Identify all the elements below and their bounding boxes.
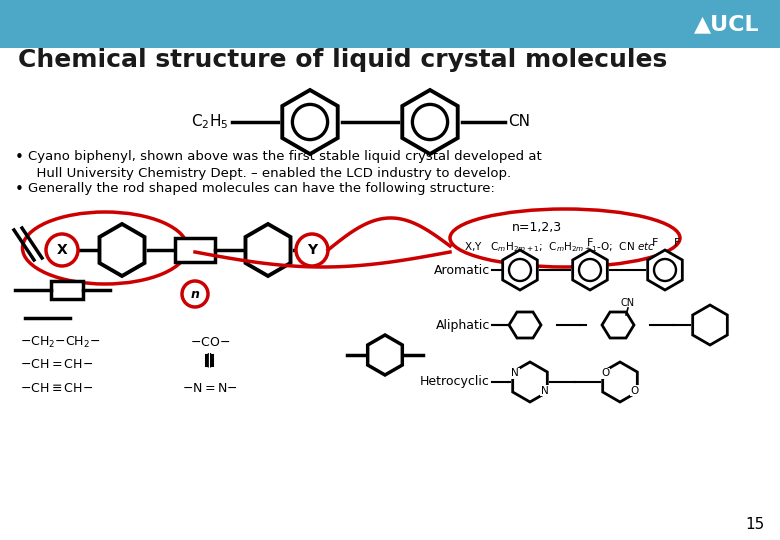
Text: $\|$: $\|$ — [205, 351, 213, 369]
Text: N: N — [512, 368, 519, 379]
Polygon shape — [502, 250, 537, 290]
Text: X: X — [57, 243, 67, 257]
Text: ▲UCL: ▲UCL — [694, 14, 760, 34]
Text: CN: CN — [508, 114, 530, 130]
Polygon shape — [512, 362, 548, 402]
Text: 15: 15 — [746, 517, 765, 532]
Polygon shape — [282, 90, 338, 154]
Polygon shape — [100, 224, 144, 276]
Text: •: • — [15, 182, 24, 197]
Polygon shape — [402, 90, 458, 154]
Text: O: O — [630, 386, 639, 395]
Text: O: O — [601, 368, 609, 379]
Bar — [51, 281, 83, 299]
Text: •: • — [15, 150, 24, 165]
Text: n: n — [190, 287, 200, 300]
Text: $-$CH$_2$$-$CH$_2$$-$: $-$CH$_2$$-$CH$_2$$-$ — [20, 334, 101, 349]
Polygon shape — [693, 305, 727, 345]
Polygon shape — [246, 224, 290, 276]
Text: Chemical structure of liquid crystal molecules: Chemical structure of liquid crystal mol… — [18, 48, 667, 72]
Text: N: N — [541, 386, 548, 395]
Text: Aliphatic: Aliphatic — [435, 319, 490, 332]
Text: Hetrocyclic: Hetrocyclic — [420, 375, 490, 388]
Text: F: F — [652, 238, 658, 248]
Text: $-$N$=$N$-$: $-$N$=$N$-$ — [183, 381, 238, 395]
Text: $-$CO$-$: $-$CO$-$ — [190, 335, 230, 348]
Polygon shape — [573, 250, 608, 290]
Circle shape — [296, 234, 328, 266]
Text: $-$CH$=$CH$-$: $-$CH$=$CH$-$ — [20, 359, 93, 372]
Polygon shape — [509, 312, 541, 338]
Text: Cyano biphenyl, shown above was the first stable liquid crystal developed at
  H: Cyano biphenyl, shown above was the firs… — [28, 150, 542, 180]
Circle shape — [182, 281, 208, 307]
Text: $-$CH$\equiv$CH$-$: $-$CH$\equiv$CH$-$ — [20, 381, 93, 395]
Circle shape — [46, 234, 78, 266]
Bar — [175, 238, 215, 262]
Polygon shape — [0, 0, 780, 48]
Text: F: F — [587, 238, 593, 248]
Polygon shape — [603, 362, 637, 402]
Ellipse shape — [450, 209, 680, 267]
Text: C$_2$H$_5$: C$_2$H$_5$ — [190, 113, 228, 131]
Polygon shape — [647, 250, 682, 290]
Polygon shape — [367, 335, 402, 375]
Text: CN: CN — [621, 298, 635, 308]
Text: Aromatic: Aromatic — [434, 264, 490, 276]
Text: n=1,2,3: n=1,2,3 — [512, 221, 562, 234]
Text: X,Y   C$_m$H$_{2m+1}$;  C$_m$H$_{2m+1}$-O;  CN $\it{etc}$: X,Y C$_m$H$_{2m+1}$; C$_m$H$_{2m+1}$-O; … — [464, 240, 656, 254]
Text: Y: Y — [307, 243, 317, 257]
Polygon shape — [602, 312, 634, 338]
Text: F: F — [674, 238, 680, 248]
Text: Generally the rod shaped molecules can have the following structure:: Generally the rod shaped molecules can h… — [28, 182, 495, 195]
